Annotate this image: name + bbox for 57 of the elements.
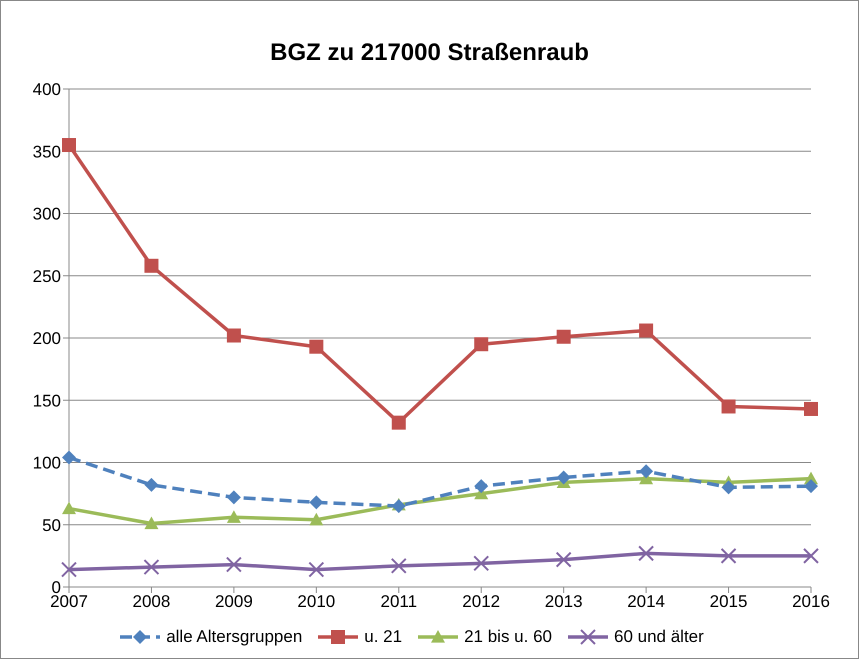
x-tick-label: 2007 — [50, 592, 88, 612]
point — [474, 337, 488, 352]
x-tick-label: 2012 — [462, 592, 500, 612]
point — [309, 340, 324, 354]
y-tick-label: 50 — [42, 516, 61, 535]
point — [639, 464, 654, 478]
chart-title: BGZ zu 217000 Straßenraub — [269, 39, 590, 67]
point — [474, 479, 488, 494]
point — [226, 490, 241, 504]
x-tick-label: 2013 — [544, 592, 583, 612]
point — [62, 138, 76, 152]
point — [144, 478, 158, 492]
y-tick-label: 300 — [32, 204, 61, 224]
point — [390, 558, 407, 574]
legend-label: 21 bis u. 60 — [463, 627, 552, 647]
point — [309, 495, 324, 510]
point — [722, 480, 736, 494]
legend-label: 60 und älter — [613, 627, 704, 647]
point — [144, 258, 158, 273]
point — [803, 548, 819, 564]
y-tick-label: 400 — [32, 80, 61, 100]
point — [226, 556, 242, 573]
point — [392, 499, 406, 514]
point — [804, 402, 818, 416]
x-tick-label: 2016 — [792, 592, 830, 612]
point — [804, 479, 818, 494]
y-tick-label: 350 — [32, 142, 61, 162]
point — [722, 399, 736, 414]
point — [62, 450, 76, 465]
point — [309, 512, 324, 526]
point — [556, 470, 571, 484]
y-tick-label: 150 — [32, 391, 61, 410]
y-tick-label: 200 — [32, 329, 61, 348]
point — [392, 416, 406, 430]
point — [639, 324, 654, 338]
point — [62, 502, 76, 514]
legend-label: u. 21 — [363, 627, 402, 647]
point — [473, 555, 490, 572]
point — [720, 548, 737, 564]
x-tick-label: 2008 — [132, 592, 170, 612]
point — [61, 562, 77, 578]
y-tick-label: 250 — [32, 266, 61, 286]
point — [226, 510, 241, 523]
legend-label: alle Altersgruppen — [165, 627, 302, 647]
point — [556, 552, 572, 568]
x-tick-label: 2009 — [214, 592, 253, 612]
point — [144, 516, 158, 530]
x-tick-label: 2011 — [380, 592, 418, 612]
point — [143, 559, 160, 576]
point — [638, 545, 654, 562]
x-tick-label: 2014 — [627, 592, 666, 612]
point — [226, 328, 241, 343]
point — [308, 562, 324, 578]
point — [556, 330, 571, 344]
x-tick-label: 2010 — [297, 592, 336, 612]
y-tick-label: 100 — [32, 454, 61, 473]
x-tick-label: 2015 — [710, 592, 748, 612]
